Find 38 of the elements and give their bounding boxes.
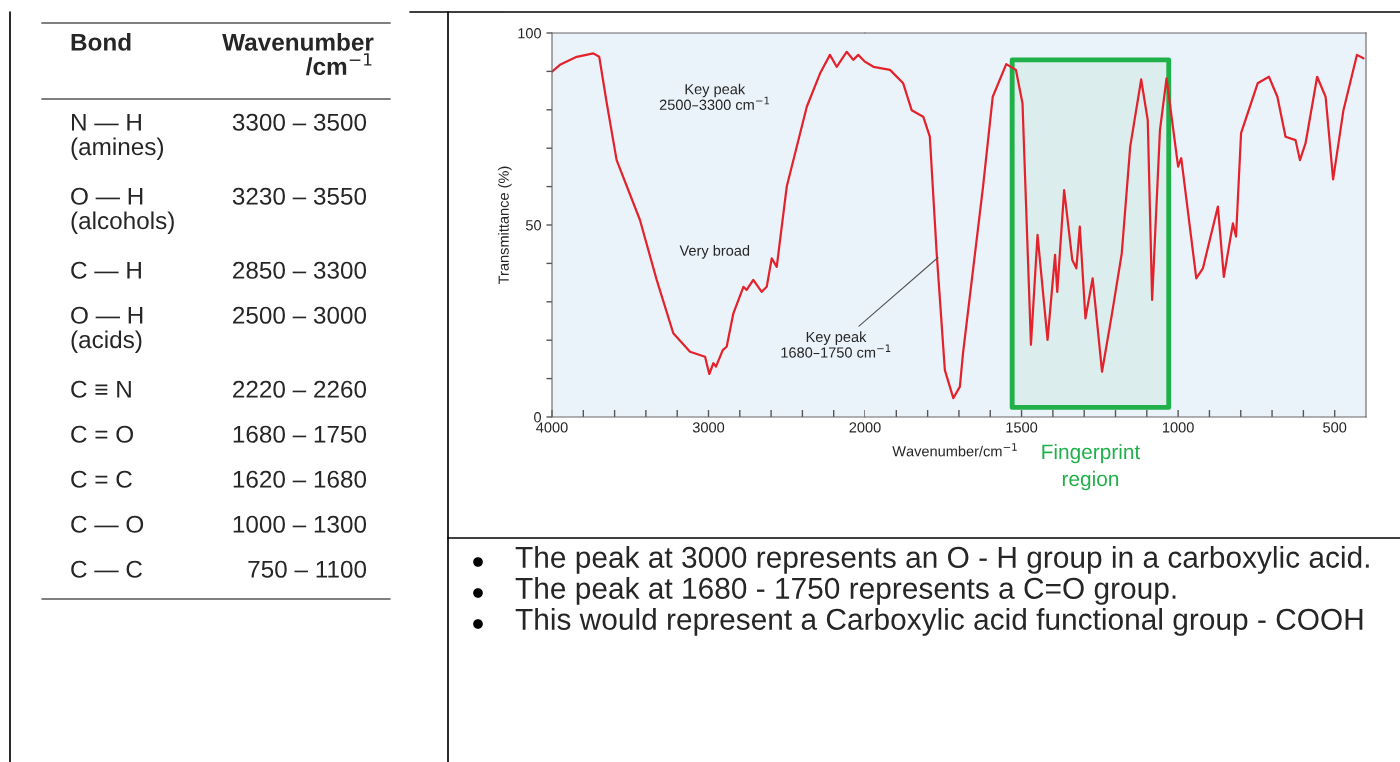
annotation: Very broad bbox=[679, 245, 750, 259]
x-axis-title: Wavenumber/cm$^{−1}$ bbox=[892, 443, 1017, 457]
text: The peak at 3000 represents an O - H group in a carboxylic acid. bbox=[515, 546, 1369, 574]
x-tick-label: 500 bbox=[1323, 422, 1347, 433]
text: 1680 – 1750 bbox=[233, 425, 367, 443]
x-tick-label: 4000 bbox=[536, 422, 568, 433]
y-tick-label: 50 bbox=[525, 220, 542, 231]
text: N — H (amines) bbox=[71, 113, 164, 161]
text: This would represent a Carboxylic acid functional group - COOH bbox=[515, 608, 1363, 636]
text: C — O bbox=[71, 515, 144, 533]
text: C — C bbox=[71, 560, 142, 578]
x-tick-label: 3000 bbox=[692, 422, 725, 433]
y-tick-label: 100 bbox=[518, 28, 542, 39]
text: C — H bbox=[71, 261, 141, 279]
text: 2220 – 2260 bbox=[233, 380, 367, 398]
y-axis-title: Transmittance (%) bbox=[498, 166, 512, 284]
text: Bond bbox=[71, 33, 131, 51]
text: O — H (acids) bbox=[71, 306, 143, 354]
y-tick-label: 0 bbox=[534, 412, 542, 423]
text: 1620 – 1680 bbox=[233, 470, 367, 488]
band-label: Fingerprint region bbox=[1042, 443, 1141, 491]
text: 1000 – 1300 bbox=[233, 515, 367, 533]
text: The peak at 1680 - 1750 represents a C=O group. bbox=[515, 577, 1176, 605]
text: 750 – 1100 bbox=[248, 560, 367, 578]
annotation: Key peak 2500–3300 cm$^{−1}$ bbox=[659, 83, 770, 110]
x-tick-label: 1500 bbox=[1006, 422, 1038, 433]
text: 2500 – 3000 bbox=[233, 306, 367, 324]
x-tick-label: 1000 bbox=[1163, 422, 1194, 433]
text: C ≡ N bbox=[71, 380, 131, 398]
annotation: Key peak 1680–1750 cm$^{−1}$ bbox=[781, 331, 891, 358]
text: 2850 – 3300 bbox=[233, 261, 367, 279]
text: C = C bbox=[71, 470, 132, 488]
text: Wavenumber /cm$^{−1}$ bbox=[222, 33, 374, 76]
x-tick-label: 2000 bbox=[849, 422, 881, 433]
text: 3300 – 3500 bbox=[232, 113, 367, 131]
text: 3230 – 3550 bbox=[232, 187, 367, 205]
text: C = O bbox=[71, 425, 133, 443]
text: O — H (alcohols) bbox=[71, 187, 174, 235]
